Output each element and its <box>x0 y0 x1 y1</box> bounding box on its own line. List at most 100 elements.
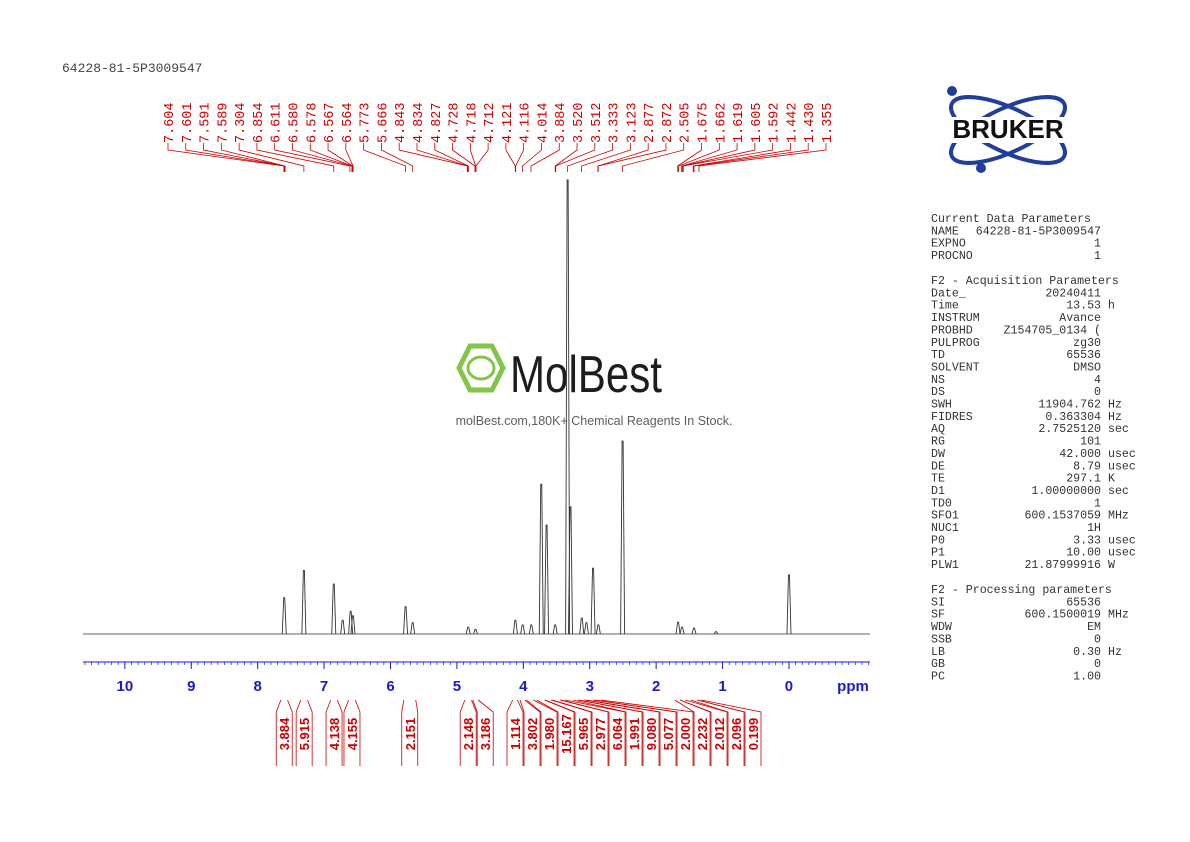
signal <box>465 626 471 635</box>
peak-connector <box>554 143 578 172</box>
param-name: PULPROG <box>931 337 980 350</box>
signal <box>340 619 346 635</box>
param-unit: W <box>1108 559 1115 572</box>
param-name: TE <box>931 473 945 486</box>
param-name: TD0 <box>931 497 952 510</box>
param-value: 0 <box>1094 386 1101 399</box>
integral-label: 9.080 <box>644 718 659 751</box>
param-value: 1 <box>1094 497 1101 510</box>
param-value: 1.00000000 <box>1031 485 1101 498</box>
param-name: D1 <box>931 485 945 498</box>
peak-label: 4.014 <box>536 102 551 143</box>
peak-label: 4.712 <box>483 102 498 143</box>
peak-connector <box>555 143 596 172</box>
integral-bracket <box>343 699 361 766</box>
param-name: P1 <box>931 547 945 560</box>
signal <box>552 624 558 635</box>
logo-orbit <box>949 95 1067 165</box>
param-name: AQ <box>931 423 945 436</box>
param-name: INSTRUM <box>931 312 980 325</box>
param-value: 297.1 <box>1066 473 1101 486</box>
peak-connector <box>581 143 631 172</box>
peak-connector <box>698 143 827 172</box>
sample-id: 64228-81-5P3009547 <box>62 61 202 76</box>
watermark-brand: MolBest <box>510 346 662 404</box>
peak-label: 1.442 <box>785 102 800 143</box>
param-value: 0 <box>1094 658 1101 671</box>
peak-connector <box>505 143 516 172</box>
peak-connector <box>693 143 809 172</box>
integral-label: 2.148 <box>461 718 476 751</box>
integral-label: 2.096 <box>729 718 744 751</box>
peak-connector <box>398 143 468 172</box>
param-unit: usec <box>1108 448 1136 461</box>
peak-connector <box>416 143 469 172</box>
peak-connector <box>274 143 351 172</box>
x-axis-label: ppm <box>837 678 869 695</box>
signal <box>538 483 544 635</box>
integral-label: 1.991 <box>627 718 642 751</box>
param-name: DW <box>931 448 945 461</box>
x-tick-label: 7 <box>320 678 328 695</box>
param-value: 8.79 <box>1073 460 1101 473</box>
param-value: 65536 <box>1066 349 1101 362</box>
signal <box>281 597 287 635</box>
peak-label: 6.580 <box>287 102 302 143</box>
param-unit: h <box>1108 300 1115 313</box>
signal <box>679 626 685 635</box>
peak-connector <box>597 143 649 172</box>
param-name: PROCNO <box>931 250 973 263</box>
param-value: 3.33 <box>1073 534 1101 547</box>
peak-label: 5.666 <box>376 102 391 143</box>
peak-label: 1.355 <box>821 102 836 143</box>
integral-label: 3.884 <box>277 717 292 750</box>
param-value: 600.1500019 <box>1024 609 1101 622</box>
param-name: SOLVENT <box>931 361 980 374</box>
peak-label: 6.567 <box>323 102 338 143</box>
signal <box>786 574 792 635</box>
integral-label: 1.114 <box>508 717 523 750</box>
logo-orbit <box>949 95 1067 165</box>
param-value: 600.1537059 <box>1024 510 1101 523</box>
peak-connector <box>452 143 476 172</box>
logo-band <box>924 117 1092 143</box>
x-tick-label: 5 <box>453 678 461 695</box>
peak-label: 4.121 <box>501 102 516 143</box>
peak-label: 4.827 <box>430 102 445 143</box>
param-unit: Hz <box>1108 399 1122 412</box>
signal <box>544 524 550 635</box>
peak-label: 3.333 <box>608 102 623 143</box>
peak-connector <box>515 143 525 172</box>
param-heading: F2 - Processing parameters <box>931 584 1112 597</box>
param-name: PC <box>931 670 945 683</box>
param-value: 13.53 <box>1066 300 1101 313</box>
peak-connector <box>681 143 738 172</box>
param-heading: Current Data Parameters <box>931 213 1091 226</box>
signal <box>583 622 589 635</box>
signal <box>620 440 626 635</box>
peak-connector <box>363 143 406 172</box>
peak-label: 1.675 <box>697 102 712 143</box>
integral-label: 5.965 <box>576 718 591 751</box>
param-name: DS <box>931 386 945 399</box>
param-value: 0.363304 <box>1045 411 1101 424</box>
integral-label: 2.151 <box>403 718 418 751</box>
param-value: 2.7525120 <box>1038 423 1101 436</box>
peak-connector <box>345 143 354 172</box>
signal <box>713 631 719 635</box>
signal <box>595 624 601 635</box>
integral-label: 3.802 <box>525 718 540 751</box>
peak-connector <box>185 143 285 172</box>
signal <box>579 617 585 635</box>
signal <box>350 615 356 635</box>
x-tick-label: 4 <box>519 678 528 695</box>
integral-label: 4.138 <box>327 718 342 751</box>
peak-connector <box>597 143 667 172</box>
signal <box>568 506 573 635</box>
integral-label: 5.077 <box>661 718 676 751</box>
peak-label: 4.728 <box>448 102 463 143</box>
peak-label: 7.589 <box>216 102 231 143</box>
x-tick-label: 1 <box>718 678 726 695</box>
param-unit: Hz <box>1108 411 1122 424</box>
